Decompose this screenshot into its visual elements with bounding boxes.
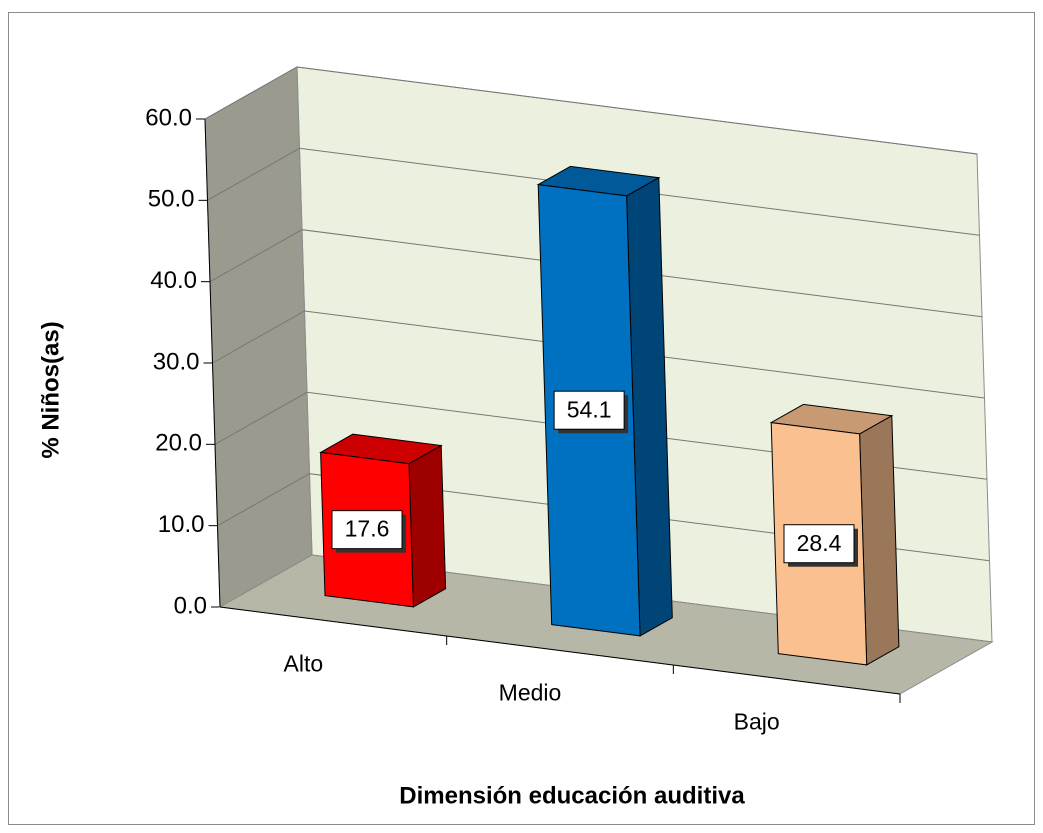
grid-line xyxy=(204,66,978,155)
grid-line xyxy=(207,147,980,236)
value-label: 28.4 xyxy=(797,530,842,556)
y-tick-label: 0.0 xyxy=(174,592,207,619)
bar-side xyxy=(408,444,447,608)
y-tick-label: 20.0 xyxy=(155,430,202,457)
grid-line xyxy=(209,229,983,318)
y-tick-label: 50.0 xyxy=(148,186,195,213)
y-tick-label: 60.0 xyxy=(145,104,192,131)
value-label-box xyxy=(553,390,625,430)
grid-line xyxy=(214,391,988,480)
y-tick-label: 30.0 xyxy=(153,348,200,375)
y-axis-line xyxy=(204,118,221,608)
x-tick-label: Bajo xyxy=(734,709,780,735)
value-label-box xyxy=(783,524,855,564)
x-axis-label: Dimensión educación auditiva xyxy=(399,782,745,809)
grid-line xyxy=(217,473,990,562)
x-tick-label: Alto xyxy=(284,651,324,677)
y-axis-label: % Niños(as) xyxy=(37,321,64,458)
x-axis-line xyxy=(219,606,901,695)
value-label: 54.1 xyxy=(567,396,612,422)
value-label: 17.6 xyxy=(345,516,390,542)
x-tick-label: Medio xyxy=(499,680,562,706)
value-label-box xyxy=(331,510,403,550)
grid-line xyxy=(212,310,985,399)
y-tick-label: 40.0 xyxy=(150,267,197,294)
y-tick-label: 10.0 xyxy=(158,511,205,538)
